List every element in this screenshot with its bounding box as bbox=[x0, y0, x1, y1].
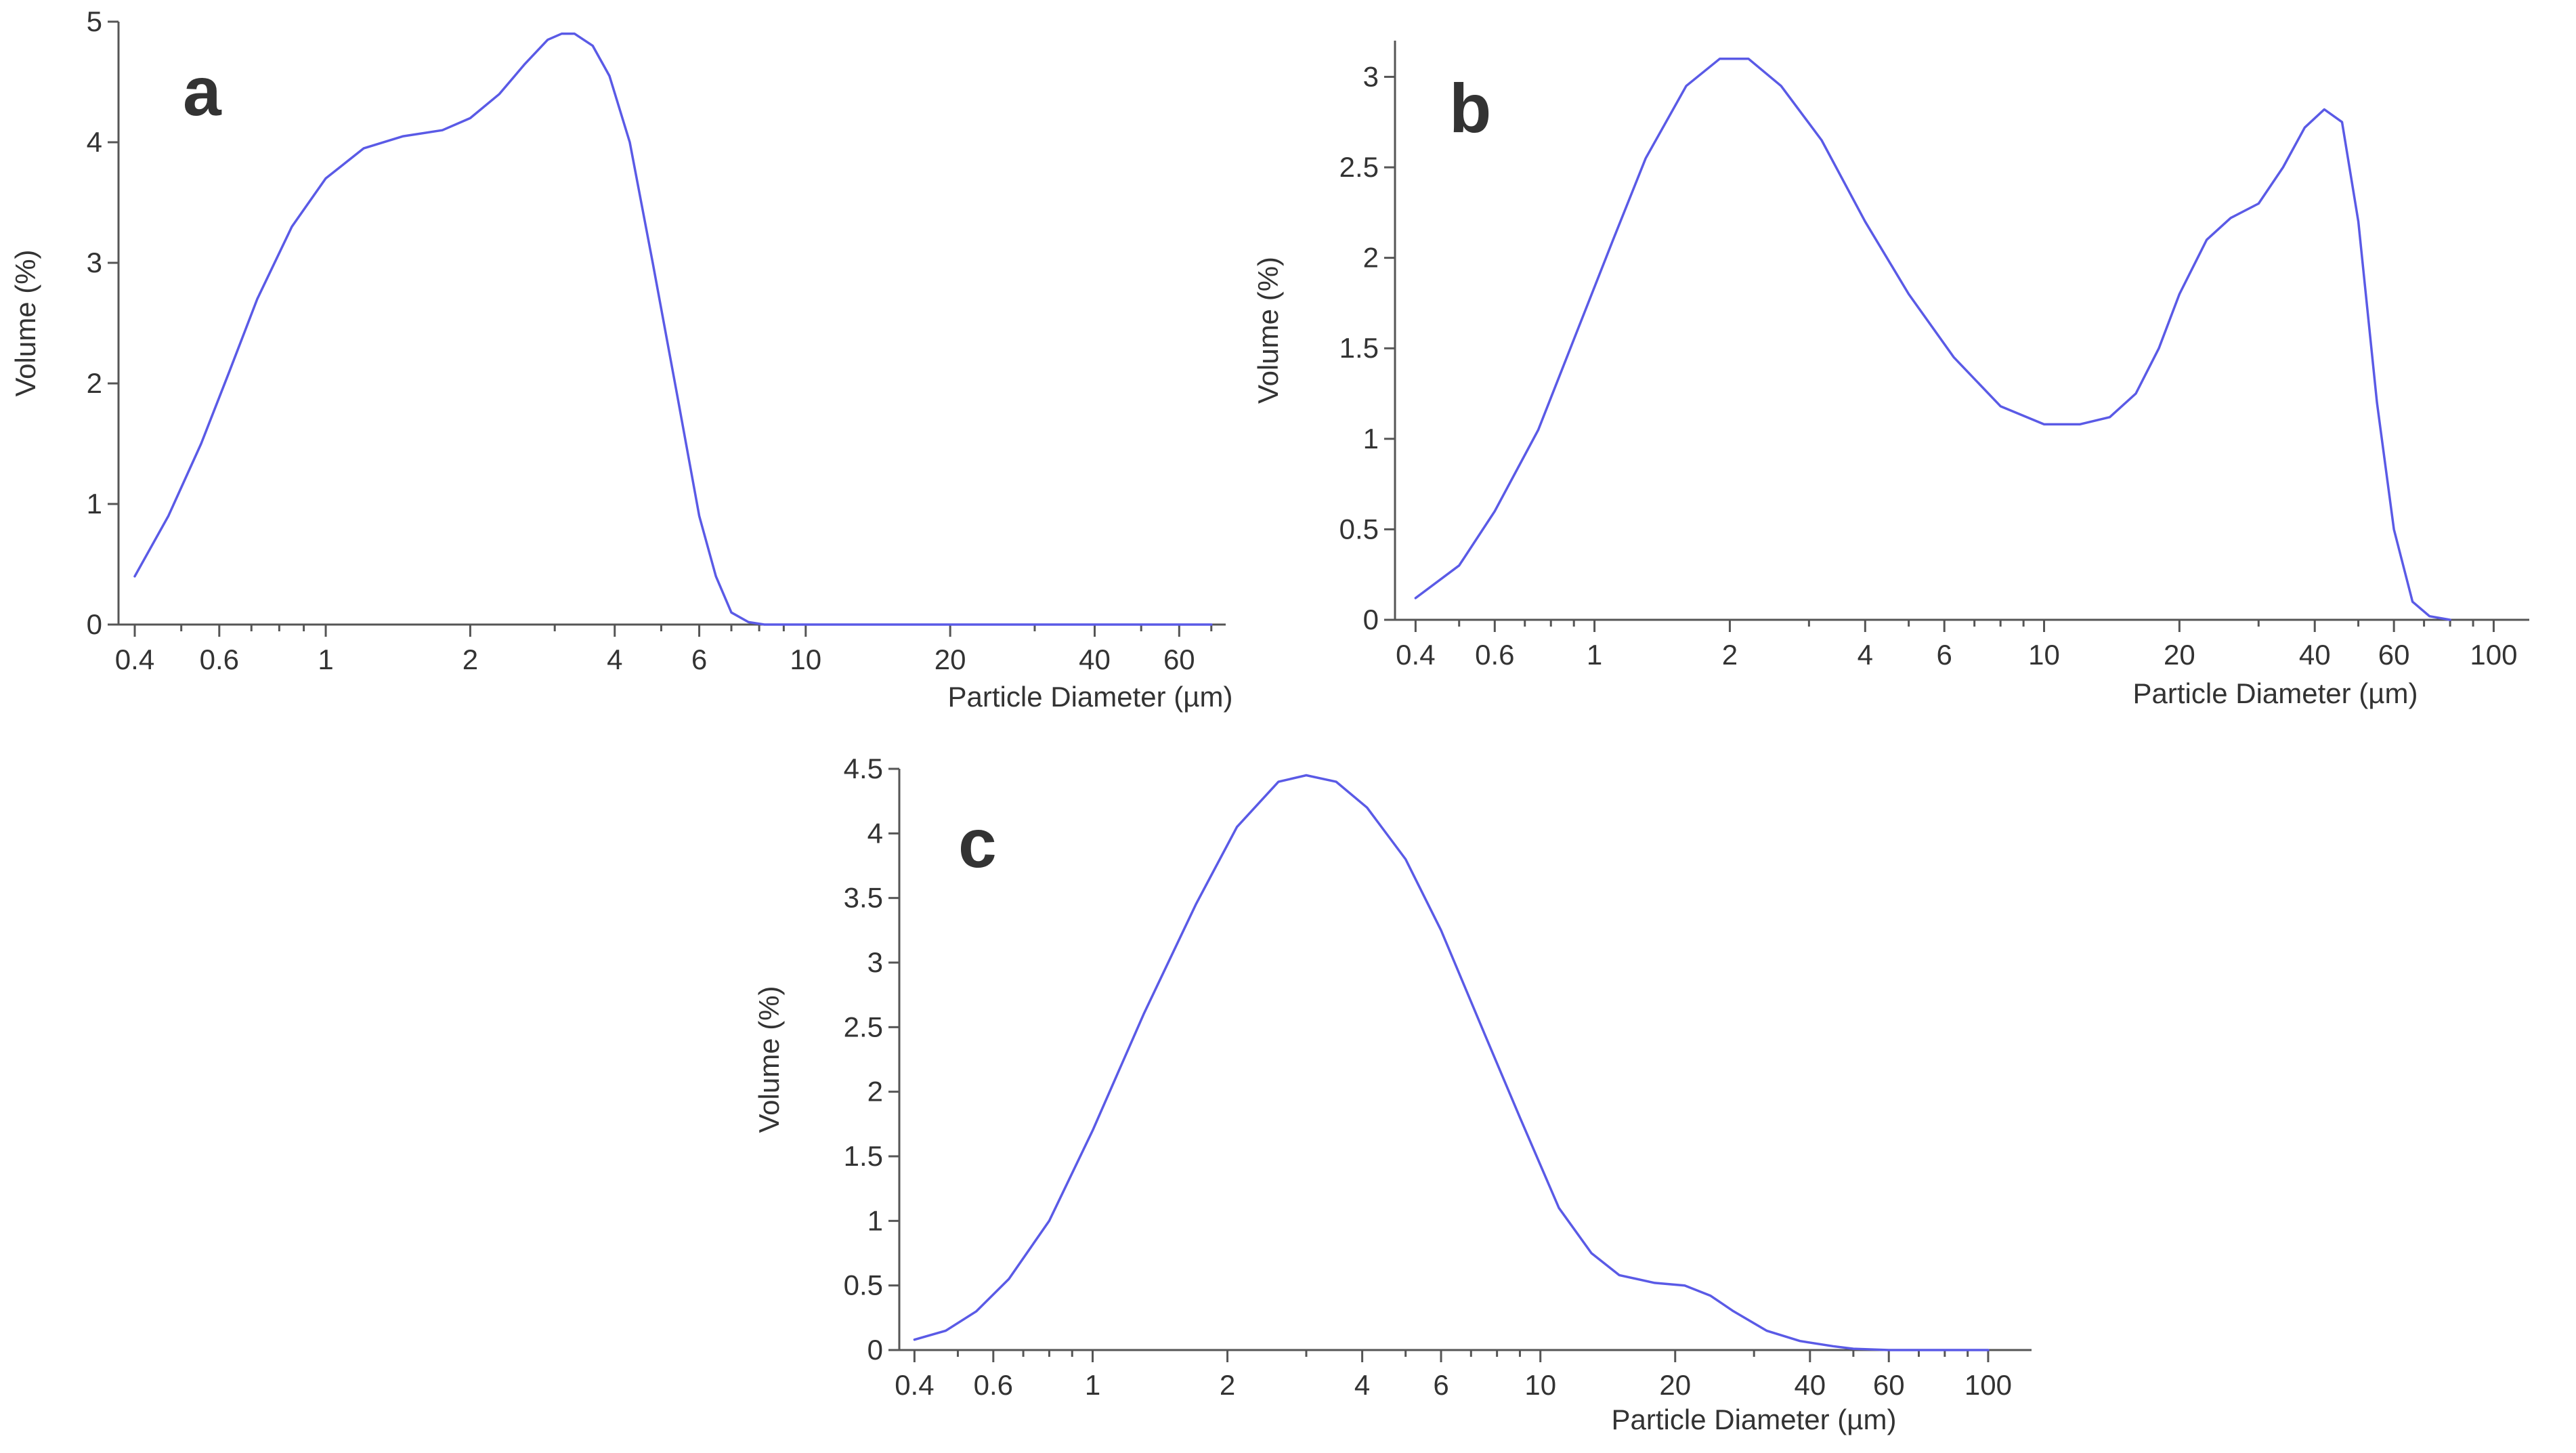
y-tick-label-1: 1 bbox=[1363, 423, 1379, 455]
x-tick-label-6: 6 bbox=[691, 644, 707, 675]
x-axis-title: Particle Diameter (µm) bbox=[2133, 677, 2418, 709]
y-tick-label-3: 3 bbox=[87, 247, 102, 278]
x-tick-label-0-6: 0.6 bbox=[1475, 639, 1514, 671]
x-tick-label-10: 10 bbox=[2028, 639, 2060, 671]
x-tick-label-4: 4 bbox=[1858, 639, 1873, 671]
y-tick-label-0-5: 0.5 bbox=[1339, 513, 1379, 545]
x-tick-label-6: 6 bbox=[1433, 1369, 1448, 1401]
series-line-0 bbox=[913, 774, 1990, 1351]
y-tick-label-1: 1 bbox=[87, 488, 102, 520]
x-tick-label-100: 100 bbox=[2470, 639, 2517, 671]
x-axis-title: Particle Diameter (µm) bbox=[948, 681, 1233, 713]
panel-label: b bbox=[1449, 70, 1491, 147]
y-tick-label-4-5: 4.5 bbox=[844, 753, 883, 784]
y-tick-label-4: 4 bbox=[867, 817, 883, 849]
y-tick-label-2: 2 bbox=[87, 367, 102, 399]
x-tick-label-100: 100 bbox=[1965, 1369, 2012, 1401]
y-tick-label-0-5: 0.5 bbox=[844, 1269, 883, 1301]
x-tick-label-0-6: 0.6 bbox=[974, 1369, 1013, 1401]
x-tick-label-20: 20 bbox=[1659, 1369, 1691, 1401]
x-tick-label-20: 20 bbox=[2164, 639, 2195, 671]
x-tick-label-40: 40 bbox=[2299, 639, 2331, 671]
y-tick-label-2-5: 2.5 bbox=[1339, 151, 1379, 183]
y-tick-label-0: 0 bbox=[87, 608, 102, 640]
x-tick-label-0-4: 0.4 bbox=[115, 644, 154, 675]
y-tick-label-1-5: 1.5 bbox=[844, 1140, 883, 1172]
x-tick-label-1: 1 bbox=[1587, 639, 1602, 671]
y-tick-label-1-5: 1.5 bbox=[1339, 332, 1379, 364]
x-tick-label-2: 2 bbox=[1722, 639, 1738, 671]
x-axis-title: Particle Diameter (µm) bbox=[1612, 1404, 1897, 1435]
x-tick-label-1: 1 bbox=[1085, 1369, 1100, 1401]
x-tick-label-10: 10 bbox=[790, 644, 821, 675]
series-line-0 bbox=[133, 33, 1213, 626]
x-tick-label-60: 60 bbox=[1873, 1369, 1905, 1401]
y-tick-label-2-5: 2.5 bbox=[844, 1011, 883, 1043]
x-tick-label-10: 10 bbox=[1524, 1369, 1556, 1401]
y-axis-title: Volume (%) bbox=[753, 986, 785, 1133]
y-tick-label-3: 3 bbox=[1363, 60, 1379, 92]
x-tick-label-4: 4 bbox=[1354, 1369, 1370, 1401]
x-tick-label-2: 2 bbox=[1220, 1369, 1235, 1401]
y-tick-label-0: 0 bbox=[1363, 604, 1379, 635]
y-tick-label-4: 4 bbox=[87, 126, 102, 158]
x-tick-label-4: 4 bbox=[607, 644, 622, 675]
x-tick-label-60: 60 bbox=[2378, 639, 2410, 671]
panel-b: 0 0.5 1 1.5 2 2.5 3 0.4 0.6 1 2 4 6 10 20 40 60 100 Partic… bbox=[1252, 41, 2529, 709]
x-tick-label-0-4: 0.4 bbox=[895, 1369, 934, 1401]
panel-label: c bbox=[958, 805, 997, 882]
panel-a: 0 1 2 3 4 5 0.4 0.6 1 2 4 6 10 20 40 60 Particle Diamete… bbox=[9, 5, 1232, 713]
y-axis-title: Volume (%) bbox=[9, 249, 41, 396]
x-tick-label-40: 40 bbox=[1079, 644, 1111, 675]
panel-label: a bbox=[183, 53, 222, 130]
x-tick-label-20: 20 bbox=[935, 644, 966, 675]
x-tick-label-0-6: 0.6 bbox=[200, 644, 239, 675]
y-tick-label-3: 3 bbox=[867, 946, 883, 978]
series-line-0 bbox=[1414, 57, 2451, 621]
y-tick-label-3-5: 3.5 bbox=[844, 882, 883, 914]
y-tick-label-2: 2 bbox=[1363, 242, 1379, 274]
x-tick-label-40: 40 bbox=[1794, 1369, 1826, 1401]
x-tick-label-2: 2 bbox=[463, 644, 478, 675]
x-tick-label-0-4: 0.4 bbox=[1396, 639, 1435, 671]
y-axis-title: Volume (%) bbox=[1252, 257, 1284, 404]
y-tick-label-1: 1 bbox=[867, 1204, 883, 1236]
y-tick-label-2: 2 bbox=[867, 1076, 883, 1108]
y-tick-label-0: 0 bbox=[867, 1334, 883, 1366]
y-tick-label-5: 5 bbox=[87, 5, 102, 37]
x-tick-label-1: 1 bbox=[318, 644, 333, 675]
panel-c: 0 0.5 1 1.5 2 2.5 3 3.5 4 4.5 0.4 0.6 1 2 4 6 10 20 40 60 10… bbox=[753, 753, 2032, 1435]
x-tick-label-60: 60 bbox=[1163, 644, 1195, 675]
x-tick-label-6: 6 bbox=[1937, 639, 1952, 671]
